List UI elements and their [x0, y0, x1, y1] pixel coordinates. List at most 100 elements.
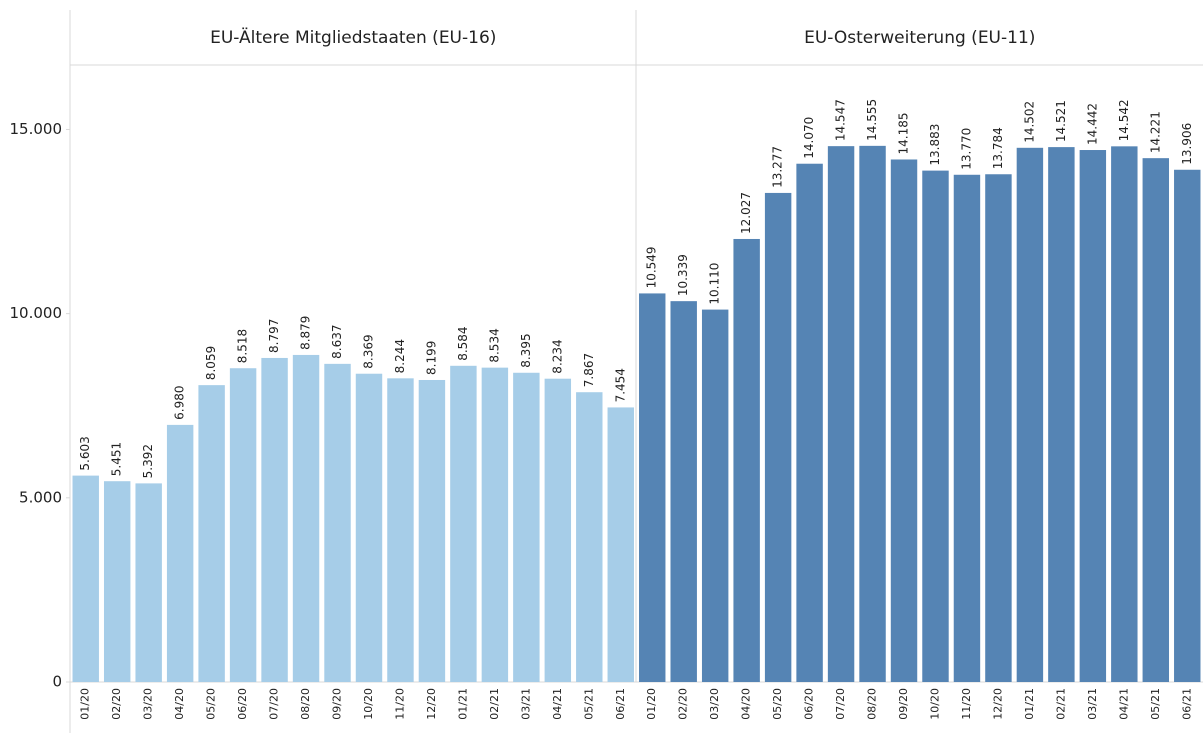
bar [355, 373, 383, 682]
x-tick-label: 04/20 [740, 688, 753, 720]
x-tick-label: 07/20 [268, 688, 281, 720]
value-label: 13.784 [991, 127, 1005, 169]
x-tick-label: 03/21 [519, 688, 532, 720]
x-tick-label: 06/20 [236, 688, 249, 720]
bar [135, 483, 162, 682]
x-tick-label: 04/21 [551, 688, 564, 720]
x-tick-label: 01/20 [645, 688, 658, 720]
x-tick-label: 12/20 [991, 688, 1004, 720]
value-label: 8.637 [330, 324, 344, 358]
bar [827, 146, 855, 683]
x-tick-label: 06/20 [803, 688, 816, 720]
x-tick-label: 11/20 [960, 688, 973, 720]
x-tick-label: 06/21 [614, 688, 627, 720]
bar [670, 301, 697, 682]
x-tick-label: 02/20 [110, 688, 123, 720]
panel-title: EU-Ältere Mitgliedstaaten (EU-16) [210, 27, 496, 48]
value-label: 5.451 [110, 442, 124, 476]
x-tick-label: 09/20 [897, 688, 910, 720]
x-tick-label: 01/21 [1023, 688, 1036, 720]
value-label: 13.883 [928, 124, 942, 166]
bar [229, 368, 257, 682]
bar [859, 145, 886, 683]
bar [418, 379, 446, 682]
value-label: 10.339 [676, 254, 690, 296]
value-label: 14.221 [1148, 111, 1162, 153]
value-label: 8.518 [236, 329, 250, 363]
x-tick-label: 01/20 [79, 688, 92, 720]
x-tick-label: 07/20 [834, 688, 847, 720]
value-label: 8.244 [393, 339, 407, 373]
bar [922, 170, 949, 683]
x-tick-label: 03/20 [708, 688, 721, 720]
x-tick-label: 04/20 [173, 688, 186, 720]
value-label: 13.906 [1180, 123, 1194, 165]
value-label: 8.234 [550, 339, 564, 373]
bar [607, 407, 634, 682]
bar [701, 309, 729, 682]
value-label: 14.070 [802, 117, 816, 159]
bar [953, 174, 981, 682]
value-label: 10.110 [708, 263, 722, 305]
x-tick-label: 02/20 [677, 688, 690, 720]
value-label: 14.542 [1117, 99, 1131, 141]
bar [544, 378, 572, 682]
x-tick-label: 02/21 [1054, 688, 1067, 720]
bar [103, 481, 131, 682]
bar [72, 475, 99, 682]
x-tick-label: 12/20 [425, 688, 438, 720]
x-tick-label: 05/20 [771, 688, 784, 720]
value-label: 8.395 [519, 333, 533, 367]
value-label: 13.770 [959, 128, 973, 170]
value-label: 14.185 [897, 112, 911, 154]
x-tick-label: 10/20 [362, 688, 375, 720]
bar [796, 163, 823, 683]
bar [481, 367, 509, 682]
value-label: 6.980 [173, 386, 187, 420]
value-label: 14.502 [1022, 101, 1036, 143]
value-label: 7.454 [613, 368, 627, 402]
bar [1079, 150, 1107, 682]
x-tick-label: 10/20 [928, 688, 941, 720]
bar [1142, 158, 1170, 683]
x-tick-label: 03/21 [1086, 688, 1099, 720]
bar [1174, 169, 1201, 682]
value-label: 8.059 [204, 346, 218, 380]
x-tick-label: 08/20 [299, 688, 312, 720]
bar [764, 192, 792, 683]
x-tick-label: 05/21 [1149, 688, 1162, 720]
value-label: 13.277 [771, 146, 785, 188]
bar [450, 365, 477, 682]
bar [985, 174, 1012, 682]
bar [292, 354, 320, 682]
value-label: 8.797 [267, 319, 281, 353]
value-label: 8.369 [361, 334, 375, 368]
value-label: 5.603 [78, 436, 92, 470]
x-tick-label: 06/21 [1180, 688, 1193, 720]
value-label: 14.547 [834, 99, 848, 141]
bar [733, 238, 760, 682]
x-tick-label: 02/21 [488, 688, 501, 720]
bar [513, 372, 540, 682]
x-tick-label: 01/21 [456, 688, 469, 720]
bar [1111, 146, 1138, 682]
bar [387, 378, 414, 682]
value-label: 7.867 [582, 353, 596, 387]
x-tick-label: 11/20 [393, 688, 406, 720]
x-tick-label: 03/20 [142, 688, 155, 720]
value-label: 8.534 [487, 328, 501, 362]
bar [639, 293, 666, 682]
value-label: 14.521 [1054, 100, 1068, 142]
bar [261, 357, 288, 682]
y-tick-label: 5.000 [19, 488, 62, 506]
x-tick-label: 05/20 [205, 688, 218, 720]
bar [890, 159, 918, 682]
bar [1048, 147, 1075, 682]
y-tick-label: 15.000 [10, 120, 63, 138]
value-label: 8.584 [456, 326, 470, 360]
x-tick-label: 04/21 [1117, 688, 1130, 720]
value-label: 5.392 [141, 444, 155, 478]
value-label: 12.027 [739, 192, 753, 234]
x-tick-label: 09/20 [331, 688, 344, 720]
